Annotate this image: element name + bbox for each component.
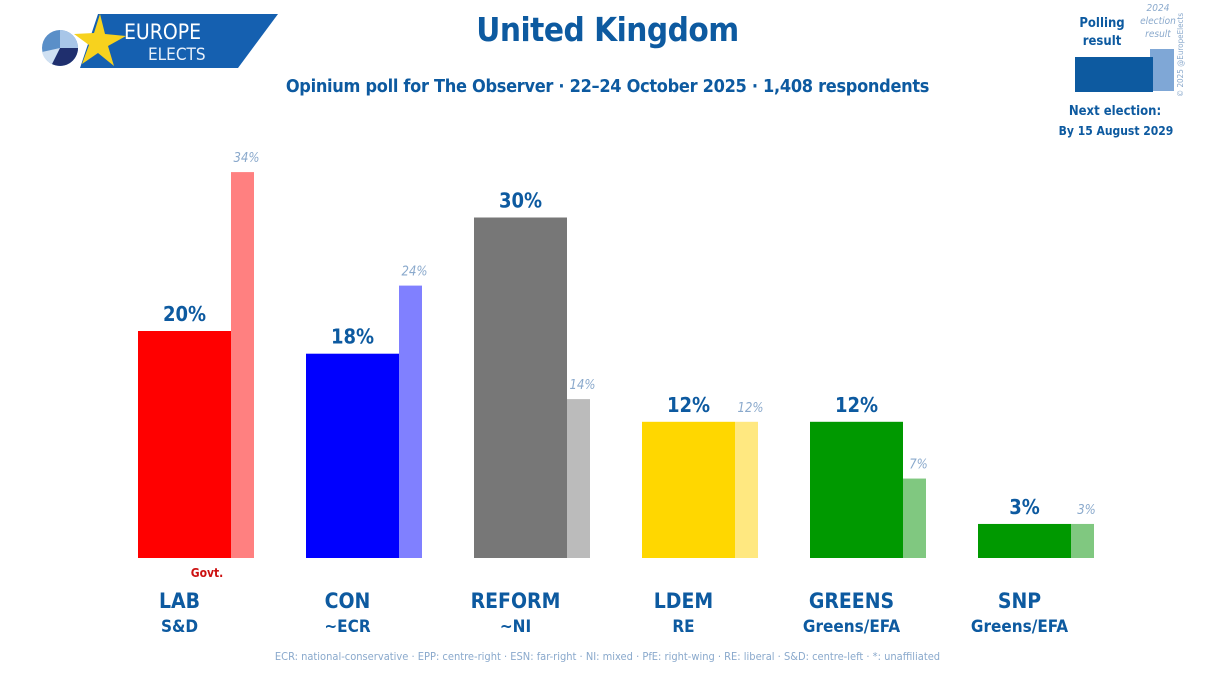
next-election-date: By 15 August 2029: [1058, 124, 1174, 138]
group-label: Greens/EFA: [803, 617, 900, 637]
party-label: GREENS: [809, 589, 894, 613]
value-label-prev: 3%: [1077, 503, 1096, 518]
legend-poll-swatch: [1075, 57, 1153, 92]
legend-prev-swatch: [1150, 49, 1174, 91]
bar-poll-reform: [474, 217, 567, 558]
bar-prev-ldem: [735, 421, 758, 558]
value-label-prev: 7%: [909, 458, 928, 473]
party-label: SNP: [998, 589, 1041, 613]
chart-subtitle: Opinium poll for The Observer · 22–24 Oc…: [285, 76, 930, 97]
party-label: REFORM: [471, 589, 561, 613]
value-label-poll: 12%: [835, 393, 878, 417]
next-election-label: Next election:: [1068, 104, 1162, 119]
bar-poll-lab: [138, 331, 231, 558]
value-label-prev: 34%: [234, 151, 260, 166]
legend-poll-label: Polling result: [1079, 16, 1125, 49]
party-label: CON: [325, 589, 371, 613]
chart-title: United Kingdom: [476, 10, 739, 49]
value-label-poll: 18%: [331, 325, 374, 349]
bar-poll-con: [306, 353, 399, 558]
group-label: S&D: [161, 617, 198, 637]
govt-annotation: Govt.: [191, 566, 224, 580]
bar-prev-greens: [903, 478, 926, 558]
europe-elects-logo: EUROPE ELECTS: [42, 14, 278, 68]
value-label-poll: 20%: [163, 302, 206, 326]
logo-text-elects: ELECTS: [148, 45, 206, 65]
bar-prev-reform: [567, 399, 590, 558]
value-label-prev: 14%: [570, 378, 596, 393]
value-label-prev: 12%: [738, 401, 764, 416]
party-label: LAB: [159, 589, 200, 613]
bar-poll-snp: [978, 523, 1071, 558]
value-label-poll: 3%: [1009, 495, 1040, 519]
footnote: ECR: national-conservative · EPP: centre…: [274, 650, 941, 663]
value-label-prev: 24%: [402, 265, 428, 280]
bar-poll-greens: [810, 421, 903, 558]
value-label-poll: 30%: [499, 189, 542, 213]
party-label: LDEM: [654, 589, 713, 613]
star-icon: [74, 14, 126, 66]
group-label: ~NI: [500, 617, 531, 637]
value-label-poll: 12%: [667, 393, 710, 417]
group-label: ~ECR: [324, 617, 370, 637]
legend-prev-label: 2024 election result: [1140, 3, 1176, 40]
logo-text-europe: EUROPE: [124, 20, 201, 44]
group-label: Greens/EFA: [971, 617, 1068, 637]
bar-poll-ldem: [642, 421, 735, 558]
bar-prev-con: [399, 285, 422, 558]
bar-prev-snp: [1071, 523, 1094, 558]
group-label: RE: [672, 617, 694, 637]
bar-prev-lab: [231, 172, 254, 558]
legend: [1075, 49, 1174, 92]
